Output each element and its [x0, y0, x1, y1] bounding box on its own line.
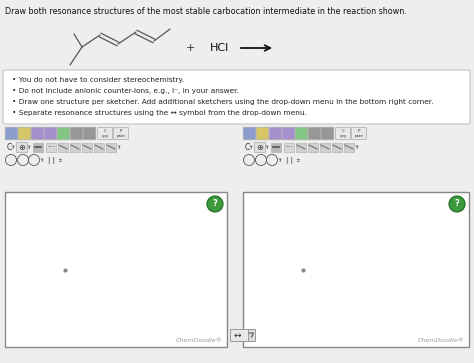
Text: P
pste: P pste	[117, 129, 126, 138]
Bar	[46, 143, 56, 152]
Text: ⊕: ⊕	[18, 143, 26, 152]
FancyBboxPatch shape	[336, 127, 350, 139]
Bar	[82, 143, 92, 152]
Text: ±: ±	[57, 158, 62, 163]
Text: +: +	[185, 43, 195, 53]
Bar	[271, 143, 281, 152]
Text: Draw both resonance structures of the most stable carbocation intermediate in th: Draw both resonance structures of the mo…	[5, 7, 407, 16]
Bar	[332, 143, 342, 152]
Bar	[33, 143, 43, 152]
FancyBboxPatch shape	[31, 127, 44, 140]
Text: ?: ?	[455, 200, 459, 208]
Circle shape	[449, 196, 465, 212]
Text: • Draw one structure per sketcher. Add additional sketchers using the drop-down : • Draw one structure per sketcher. Add a…	[12, 99, 434, 105]
Text: ChemDoodle®: ChemDoodle®	[418, 338, 465, 343]
FancyBboxPatch shape	[282, 127, 295, 140]
Text: C: C	[7, 143, 12, 151]
FancyBboxPatch shape	[113, 127, 128, 139]
FancyBboxPatch shape	[256, 127, 269, 140]
FancyBboxPatch shape	[83, 127, 96, 140]
FancyBboxPatch shape	[70, 127, 83, 140]
FancyBboxPatch shape	[18, 127, 31, 140]
Bar	[243, 192, 469, 347]
Bar	[308, 143, 318, 152]
FancyBboxPatch shape	[269, 127, 282, 140]
FancyBboxPatch shape	[3, 70, 470, 124]
Text: P
pste: P pste	[355, 129, 364, 138]
Text: ↔: ↔	[233, 330, 241, 339]
Bar	[296, 143, 306, 152]
Text: • Do not include anionic counter-ions, e.g., I⁻, in your answer.: • Do not include anionic counter-ions, e…	[12, 88, 239, 94]
Bar	[5, 192, 227, 347]
Text: | |: | |	[286, 156, 293, 163]
Text: ?: ?	[213, 200, 218, 208]
Circle shape	[207, 196, 223, 212]
Bar	[70, 143, 80, 152]
Bar	[58, 143, 68, 152]
FancyBboxPatch shape	[230, 329, 248, 341]
Bar	[284, 143, 294, 152]
Text: • Separate resonance structures using the ↔ symbol from the drop-down menu.: • Separate resonance structures using th…	[12, 110, 307, 116]
Text: C
cpy: C cpy	[101, 129, 109, 138]
Text: • You do not have to consider stereochemistry.: • You do not have to consider stereochem…	[12, 77, 184, 83]
Text: ChemDoodle®: ChemDoodle®	[176, 338, 223, 343]
Text: | |: | |	[48, 156, 55, 163]
Bar	[94, 143, 104, 152]
FancyBboxPatch shape	[243, 127, 256, 140]
FancyBboxPatch shape	[321, 127, 334, 140]
Text: HCl: HCl	[210, 43, 229, 53]
FancyBboxPatch shape	[352, 127, 366, 139]
Text: C
cpy: C cpy	[339, 129, 346, 138]
FancyBboxPatch shape	[5, 127, 18, 140]
Bar	[106, 143, 116, 152]
Text: ⊕: ⊕	[256, 143, 264, 152]
FancyBboxPatch shape	[255, 143, 265, 152]
FancyBboxPatch shape	[98, 127, 112, 139]
Bar	[344, 143, 354, 152]
Bar	[248, 329, 255, 341]
FancyBboxPatch shape	[308, 127, 321, 140]
FancyBboxPatch shape	[44, 127, 57, 140]
Bar	[320, 143, 330, 152]
FancyBboxPatch shape	[295, 127, 308, 140]
Text: C: C	[245, 143, 250, 151]
Text: ±: ±	[295, 158, 300, 163]
FancyBboxPatch shape	[57, 127, 70, 140]
FancyBboxPatch shape	[17, 143, 27, 152]
